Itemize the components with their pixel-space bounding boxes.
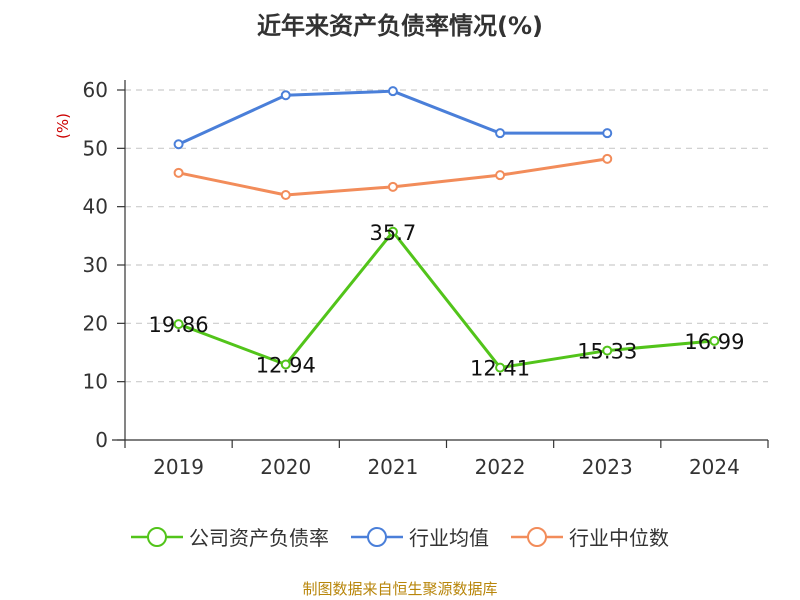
data-point-2 [173,167,184,178]
data-label: 12.94 [256,354,316,378]
data-point-1 [495,128,506,139]
legend-label-industry-mean: 行业均值 [409,526,489,550]
data-point-0 [280,359,291,370]
data-label: 19.86 [149,313,209,337]
y-tick-label: 40 [83,195,108,219]
legend-swatch-company [131,526,183,547]
x-tick-label: 2021 [367,455,418,479]
x-tick-label: 2019 [153,455,204,479]
series-line-1 [177,89,608,146]
y-tick-label: 0 [95,428,108,452]
legend-swatch-marker [527,526,547,547]
data-label: 15.33 [577,340,637,364]
data-point-1 [173,139,184,150]
data-point-0 [602,345,613,356]
data-point-0 [709,335,720,346]
data-label: 12.41 [470,357,530,381]
x-tick-label: 2023 [582,455,633,479]
y-tick-label: 30 [83,253,108,277]
x-tick-label: 2020 [260,455,311,479]
legend-swatch-industry-mean [351,526,403,547]
legend-swatch-industry-median [511,526,563,547]
data-point-2 [602,153,613,164]
data-point-2 [495,170,506,181]
data-point-0 [495,362,506,373]
x-tick-label: 2024 [689,455,740,479]
legend-label-company: 公司资产负债率 [189,526,329,550]
series-line-0 [178,230,715,370]
chart-title: 近年来资产负债率情况(%) [257,12,543,40]
source-note: 制图数据来自恒生聚源数据库 [302,580,498,598]
data-point-2 [280,190,291,200]
y-tick-label: 60 [83,78,108,102]
y-tick-label: 50 [83,136,108,160]
legend-item-industry-mean[interactable]: 行业均值 [351,522,489,551]
data-label: 35.7 [370,221,417,245]
data-point-2 [387,181,398,192]
data-point-1 [280,90,291,101]
data-point-0 [387,226,398,237]
data-label: 16.99 [684,330,744,354]
y-tick-label: 20 [83,311,108,335]
legend-swatch-marker [147,526,167,547]
legend-item-company[interactable]: 公司资产负债率 [131,522,329,551]
data-point-1 [387,86,398,97]
data-point-0 [173,319,184,330]
legend-item-industry-median[interactable]: 行业中位数 [511,522,669,551]
y-tick-label: 10 [83,370,108,394]
x-tick-label: 2022 [475,455,526,479]
y-axis-label: (%) [54,113,72,139]
legend: 公司资产负债率 行业均值 行业中位数 [0,522,800,551]
legend-swatch-marker [367,526,387,547]
data-point-1 [602,128,613,139]
legend-label-industry-median: 行业中位数 [569,526,669,550]
